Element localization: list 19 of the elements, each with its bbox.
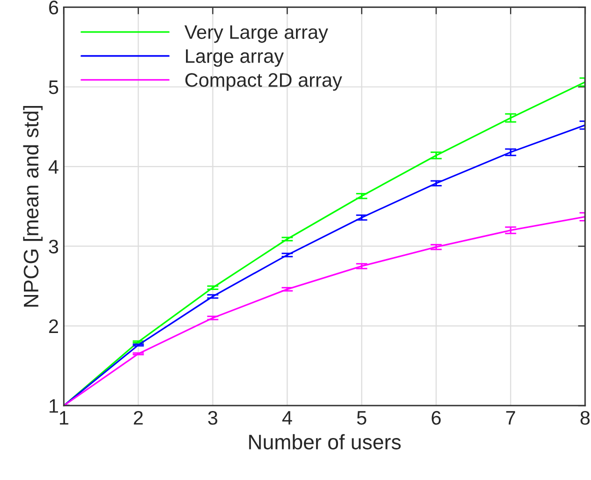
legend-label: Compact 2D array xyxy=(185,73,342,91)
x-tick-label: 1 xyxy=(60,411,68,425)
y-axis-title: NPCG [mean and std] xyxy=(23,106,43,307)
x-tick-label: 8 xyxy=(580,410,590,425)
legend-label: Large array xyxy=(186,49,284,67)
x-tick-label: 4 xyxy=(282,411,292,425)
y-tick-label: 4 xyxy=(48,160,58,174)
x-tick-label: 3 xyxy=(208,410,218,425)
y-tick-label: 6 xyxy=(49,0,58,14)
legend-label: Very Large array xyxy=(184,25,328,43)
y-tick-label: 3 xyxy=(48,240,58,254)
y-tick-label: 2 xyxy=(49,319,58,333)
y-tick-label: 1 xyxy=(50,399,58,413)
x-tick-label: 6 xyxy=(432,410,441,425)
x-tick-label: 7 xyxy=(506,411,516,425)
x-axis-title: Number of users xyxy=(249,434,401,450)
y-tick-label: 5 xyxy=(48,80,58,94)
x-tick-label: 2 xyxy=(134,410,143,425)
x-tick-label: 5 xyxy=(357,411,366,425)
